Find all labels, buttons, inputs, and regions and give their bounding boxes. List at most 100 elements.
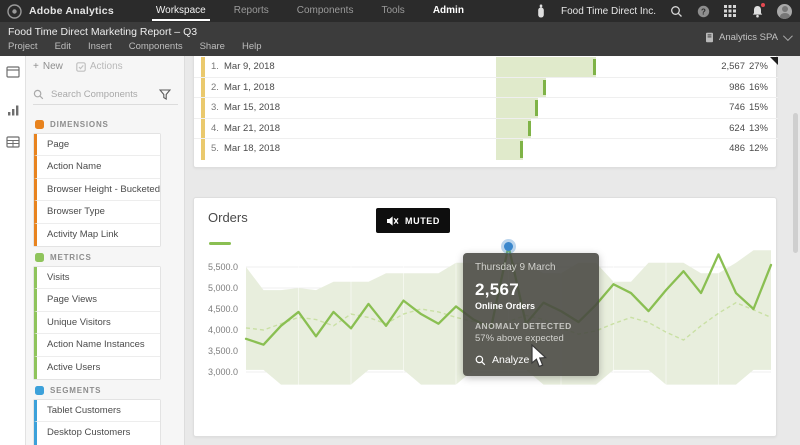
row-bar — [496, 139, 523, 160]
component-item[interactable]: Desktop Customers — [34, 422, 160, 445]
table-row[interactable]: 2. Mar 1, 2018 986 16% — [194, 77, 778, 99]
top-nav-tabs: Workspace Reports Components Tools Admin — [142, 0, 478, 22]
visualizations-rail-icon[interactable] — [0, 98, 26, 122]
project-menu-edit[interactable]: Edit — [54, 41, 71, 52]
tooltip-metric: Online Orders — [475, 301, 536, 311]
notifications-bell-icon[interactable] — [750, 2, 766, 18]
segment-icon — [35, 385, 44, 395]
row-value: 486 — [729, 143, 745, 155]
row-date: Mar 9, 2018 — [224, 61, 275, 72]
actions-button[interactable]: Actions — [76, 61, 123, 72]
y-tick-label: 5,500.0 — [208, 262, 238, 272]
app-brand: Adobe Analytics — [29, 5, 114, 17]
plus-icon: + — [33, 60, 39, 72]
top-nav-tab-tools[interactable]: Tools — [381, 5, 405, 16]
report-suite-label: Analytics SPA — [719, 32, 778, 43]
svg-text:?: ? — [701, 7, 706, 16]
project-menu-bar: Project Edit Insert Components Share Help — [8, 41, 262, 52]
report-suite-icon — [706, 32, 714, 43]
section-header-dimensions: DIMENSIONS — [35, 120, 184, 129]
row-percent: 15% — [748, 102, 768, 114]
tooltip-date: Thursday 9 March — [475, 262, 556, 273]
top-nav-tab-components[interactable]: Components — [296, 5, 354, 16]
workspace-canvas: 1. Mar 9, 2018 2,567 27% 2. Mar 1, 2018 986 16%… — [185, 51, 800, 445]
filter-funnel-icon[interactable] — [159, 88, 171, 100]
magnifier-icon — [475, 355, 486, 365]
table-row[interactable]: 5. Mar 18, 2018 486 12% — [194, 139, 778, 160]
component-item[interactable]: Tablet Customers — [34, 399, 160, 423]
help-icon[interactable]: ? — [696, 4, 710, 18]
row-rank: 5. — [211, 143, 219, 155]
chart-title: Orders — [208, 210, 248, 225]
analyze-button[interactable]: Analyze — [475, 354, 587, 366]
component-search — [33, 87, 178, 105]
row-date: Mar 21, 2018 — [224, 122, 280, 134]
company-name[interactable]: Food Time Direct Inc. — [560, 5, 656, 17]
report-suite-selector[interactable]: Analytics SPA — [705, 31, 793, 43]
component-item[interactable]: Action Name Instances — [34, 334, 160, 357]
component-item[interactable]: Activity Map Link — [34, 223, 160, 246]
row-bar-end — [593, 58, 596, 75]
orders-chart-panel: Orders 5,500.0 5,000.0 4,500.0 4,000.0 3,500… — [193, 197, 777, 437]
row-percent: 12% — [748, 143, 768, 155]
muted-label: MUTED — [405, 215, 440, 226]
tooltip-value: 2,567 — [475, 280, 520, 299]
adobe-analytics-logo-icon[interactable] — [7, 3, 22, 19]
top-nav-tab-admin[interactable]: Admin — [432, 5, 464, 16]
new-button-label: New — [42, 61, 63, 72]
row-bar-end — [528, 120, 531, 137]
row-date: Mar 18, 2018 — [224, 143, 280, 155]
top-nav-tab-workspace[interactable]: Workspace — [142, 0, 220, 22]
row-percent: 27% — [748, 61, 768, 72]
row-value: 746 — [729, 102, 745, 114]
anomaly-flag — [770, 57, 778, 65]
sidebar-toolbar: + New Actions — [33, 61, 123, 72]
avatar[interactable] — [777, 3, 792, 19]
y-tick-label: 4,500.0 — [208, 304, 238, 314]
component-item[interactable]: Visits — [34, 266, 160, 290]
section-items-segments: Tablet Customers Desktop Customers — [33, 398, 161, 445]
project-bar: Food Time Direct Marketing Report – Q3 P… — [0, 22, 800, 56]
apps-grid-icon[interactable] — [723, 4, 737, 18]
search-icon[interactable] — [669, 4, 683, 18]
top-nav-tab-reports[interactable]: Reports — [233, 5, 269, 16]
project-menu-insert[interactable]: Insert — [87, 41, 112, 52]
y-tick-label: 5,000.0 — [208, 283, 238, 293]
freeform-table-panel: 1. Mar 9, 2018 2,567 27% 2. Mar 1, 2018 986 16%… — [193, 51, 778, 168]
project-menu-help[interactable]: Help — [241, 41, 262, 52]
anomaly-point[interactable] — [504, 241, 513, 251]
project-menu-share[interactable]: Share — [199, 41, 225, 52]
panels-rail-icon[interactable] — [0, 60, 26, 84]
table-row[interactable]: 4. Mar 21, 2018 624 13% — [194, 118, 778, 140]
new-component-button[interactable]: + New — [33, 61, 63, 72]
section-header-metrics: METRICS — [35, 252, 184, 262]
section-header-segments: SEGMENTS — [35, 385, 184, 395]
scrollbar-thumb[interactable] — [793, 113, 798, 253]
orders-legend-swatch — [209, 242, 231, 245]
search-components-input[interactable] — [49, 87, 154, 101]
component-item[interactable]: Active Users — [34, 356, 160, 379]
table-row[interactable]: 3. Mar 15, 2018 746 15% — [194, 98, 778, 119]
row-percent: 16% — [748, 81, 768, 93]
component-item[interactable]: Action Name — [34, 156, 160, 179]
component-item[interactable]: Page Views — [34, 289, 160, 312]
project-menu-components[interactable]: Components — [128, 41, 183, 52]
project-menu-project[interactable]: Project — [8, 41, 38, 52]
top-nav-right: Food Time Direct Inc. ? — [534, 2, 800, 19]
component-item[interactable]: Unique Visitors — [34, 311, 160, 335]
muted-badge[interactable]: MUTED — [376, 208, 450, 233]
y-tick-label: 3,000.0 — [208, 367, 238, 377]
table-row[interactable]: 1. Mar 9, 2018 2,567 27% — [194, 57, 778, 78]
row-rank: 1. — [211, 61, 219, 72]
component-item[interactable]: Browser Height - Bucketed — [34, 178, 160, 202]
components-rail-icon[interactable] — [0, 130, 26, 154]
section-items-metrics: Visits Page Views Unique Visitors Action Na… — [33, 265, 161, 380]
row-date: Mar 15, 2018 — [224, 102, 280, 114]
row-bar — [496, 118, 531, 139]
component-item[interactable]: Page — [34, 134, 160, 157]
component-item[interactable]: Browser Type — [34, 201, 160, 224]
project-title: Food Time Direct Marketing Report – Q3 — [8, 26, 198, 38]
section-title: DIMENSIONS — [50, 120, 109, 129]
